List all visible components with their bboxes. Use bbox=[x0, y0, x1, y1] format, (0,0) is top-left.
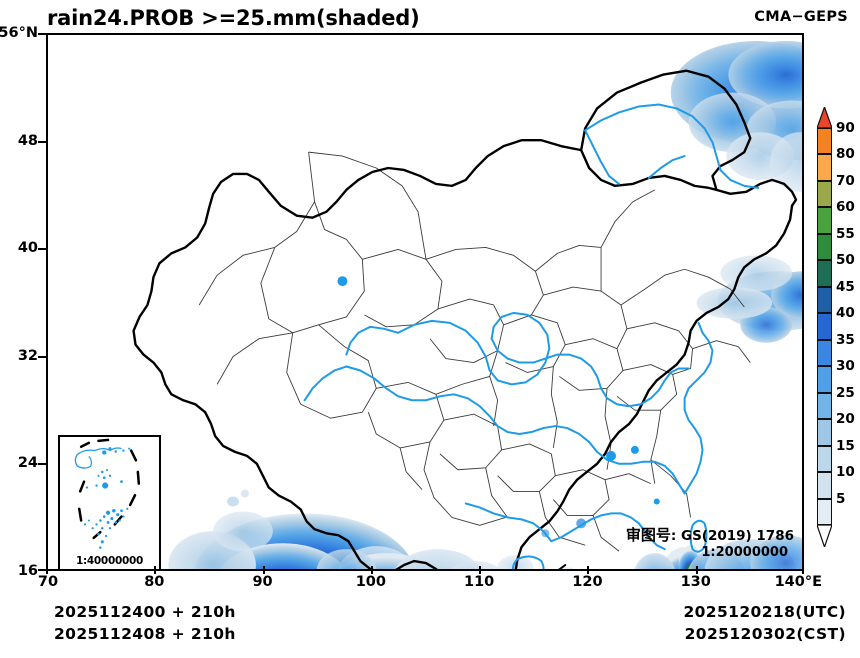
x-tick-label: 140°E bbox=[774, 574, 823, 590]
inset-canvas bbox=[74, 438, 141, 549]
colorbar-segment bbox=[817, 260, 832, 287]
colorbar-segment bbox=[817, 154, 832, 181]
x-tick-label: 70 bbox=[37, 574, 59, 590]
x-tick-mark bbox=[370, 566, 373, 574]
colorbar-tick-label: 30 bbox=[836, 358, 855, 375]
colorbar-tick-label: 70 bbox=[836, 172, 855, 189]
colorbar-segment bbox=[817, 445, 832, 473]
y-tick-label: 24 bbox=[17, 455, 38, 472]
inset-reefs bbox=[83, 447, 131, 549]
x-tick-mark bbox=[587, 566, 590, 574]
colorbar-segment bbox=[817, 366, 832, 393]
y-tick-label: 48 bbox=[17, 132, 38, 149]
colorbar-segment bbox=[817, 392, 832, 420]
y-tick-mark bbox=[38, 140, 46, 143]
map-approval-label: 审图号 bbox=[625, 525, 671, 544]
x-tick-label: 100 bbox=[355, 574, 386, 590]
x-tick-mark bbox=[695, 566, 698, 574]
y-tick-label: 32 bbox=[17, 347, 38, 364]
colorbar-over-arrow-outline bbox=[816, 105, 833, 129]
x-tick-label: 90 bbox=[252, 574, 273, 590]
colorbar-segment bbox=[817, 498, 832, 525]
colorbar-tick-label: 5 bbox=[836, 490, 846, 507]
y-tick-label: 40 bbox=[17, 240, 38, 257]
y-tick-mark bbox=[38, 463, 46, 466]
init-time-utc: 2025112400 + 210h bbox=[54, 603, 236, 621]
colorbar-tick-label: 80 bbox=[836, 146, 855, 163]
colorbar-segment bbox=[817, 313, 832, 340]
map-approval-number: 审图号: GS(2019) 1786 bbox=[625, 525, 794, 544]
colorbar-segment bbox=[817, 419, 832, 446]
x-tick-mark bbox=[479, 566, 482, 574]
y-tick-label: 16 bbox=[17, 563, 38, 579]
rivers bbox=[303, 103, 760, 569]
colorbar-tick-label: 40 bbox=[836, 305, 855, 322]
colorbar-tick-label: 25 bbox=[836, 384, 855, 401]
colorbar-segment bbox=[817, 339, 832, 367]
y-tick-label: 56°N bbox=[0, 25, 38, 41]
x-tick-label: 80 bbox=[144, 574, 165, 590]
south-china-sea-inset: 1:40000000 bbox=[58, 435, 161, 569]
colorbar-tick-label: 60 bbox=[836, 199, 855, 216]
y-tick-mark bbox=[38, 248, 46, 251]
valid-time-cst: 2025120302(CST) bbox=[684, 625, 846, 643]
colorbar-segment bbox=[817, 207, 832, 234]
x-tick-mark bbox=[802, 566, 804, 574]
colorbar-tick-label: 55 bbox=[836, 225, 855, 242]
valid-time-utc: 2025120218(UTC) bbox=[683, 603, 846, 621]
y-tick-mark bbox=[38, 355, 46, 358]
y-axis: 56°N 48 40 32 24 16 bbox=[0, 25, 46, 579]
map-approval-note: 审图号: GS(2019) 1786 1:20000000 bbox=[626, 526, 794, 561]
x-tick-label: 130 bbox=[680, 574, 711, 590]
y-tick-mark bbox=[38, 33, 46, 35]
colorbar-tick-label: 15 bbox=[836, 437, 855, 454]
footer-valid-times: 2025120218(UTC) 2025120302(CST) bbox=[683, 601, 846, 645]
precip-probability-shading bbox=[168, 40, 802, 569]
footer-init-times: 2025112400 + 210h 2025112408 + 210h bbox=[54, 601, 236, 645]
colorbar-tick-label: 45 bbox=[836, 278, 855, 295]
x-axis: 70 80 90 100 110 120 130 140°E bbox=[38, 566, 822, 598]
colorbar-tick-label: 35 bbox=[836, 331, 855, 348]
map-approval-value: GS(2019) 1786 bbox=[681, 527, 794, 544]
colorbar-segment bbox=[817, 286, 832, 314]
y-tick-mark bbox=[38, 569, 46, 571]
colorbar-under-arrow bbox=[816, 524, 833, 549]
colorbar-tick-label: 90 bbox=[836, 120, 855, 136]
x-tick-label: 120 bbox=[572, 574, 603, 590]
colorbar-tick-label: 20 bbox=[836, 411, 855, 428]
model-label: CMA−GEPS bbox=[754, 9, 848, 25]
national-boundary bbox=[132, 69, 798, 569]
map-scale-label: 1:20000000 bbox=[701, 544, 788, 560]
colorbar-segment bbox=[817, 128, 832, 155]
x-tick-mark bbox=[154, 566, 157, 574]
province-borders bbox=[198, 151, 751, 552]
colorbar-segment bbox=[817, 180, 832, 208]
inset-islands bbox=[74, 447, 122, 469]
map-plot-area: 1:40000000 审图号: GS(2019) 1786 1:20000000 bbox=[46, 33, 804, 571]
x-tick-label: 110 bbox=[464, 574, 495, 590]
colorbar-tick-label: 50 bbox=[836, 252, 855, 269]
inset-scale-label: 1:40000000 bbox=[76, 555, 143, 567]
colorbar-segment bbox=[817, 233, 832, 261]
colorbar-segment bbox=[817, 472, 832, 499]
page-title: rain24.PROB >=25.mm(shaded) bbox=[47, 6, 420, 30]
x-tick-mark bbox=[262, 566, 265, 574]
map-canvas bbox=[132, 40, 802, 569]
colorbar-tick-label: 10 bbox=[836, 464, 855, 481]
colorbar: 5 10 15 20 25 30 35 40 45 50 55 60 70 80 90 bbox=[816, 105, 855, 549]
init-time-cst: 2025112408 + 210h bbox=[54, 625, 236, 643]
x-tick-mark bbox=[46, 566, 48, 574]
